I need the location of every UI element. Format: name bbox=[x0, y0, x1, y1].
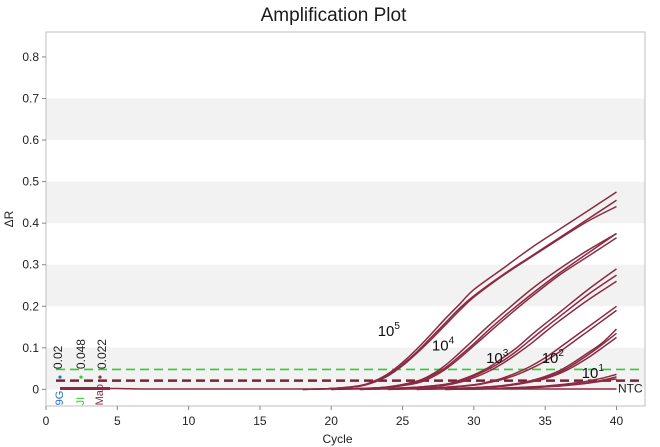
magnitude-label: 103 bbox=[486, 348, 509, 367]
y-axis-label: ΔR bbox=[2, 210, 16, 227]
series-line bbox=[60, 387, 617, 390]
threshold-value: 0.022 bbox=[95, 339, 109, 369]
background-bands bbox=[46, 32, 645, 406]
ntc-label: NTC bbox=[618, 381, 643, 395]
y-tick-label: 0.2 bbox=[22, 299, 39, 313]
x-tick-label: 5 bbox=[114, 414, 121, 428]
magnitude-label: 102 bbox=[542, 348, 565, 367]
threshold-value: 0.048 bbox=[74, 339, 88, 369]
y-tick-label: 0.3 bbox=[22, 258, 39, 272]
magnitude-label: 101 bbox=[582, 363, 605, 382]
background-band bbox=[46, 181, 645, 224]
background-band bbox=[46, 98, 645, 141]
threshold-value: 0.02 bbox=[51, 345, 65, 369]
y-tick-label: 0.1 bbox=[22, 341, 39, 355]
y-tick-label: 0 bbox=[32, 382, 39, 396]
y-tick-label: 0.6 bbox=[22, 133, 39, 147]
x-tick-label: 20 bbox=[325, 414, 339, 428]
x-tick-label: 25 bbox=[396, 414, 410, 428]
series-line bbox=[302, 205, 617, 391]
x-axis-ticks: 0 5 10 15 20 25 30 35 40 bbox=[43, 406, 624, 428]
magnitude-labels: 105 104 103 102 101 bbox=[378, 321, 605, 382]
background-band bbox=[46, 347, 645, 390]
plot-frame bbox=[45, 31, 646, 407]
marker-dot bbox=[58, 375, 62, 379]
legend-marker: JI bbox=[75, 397, 87, 406]
legend-markers: 9G JI Mao bbox=[54, 375, 110, 405]
marker-dot bbox=[98, 375, 102, 379]
x-tick-label: 15 bbox=[253, 414, 267, 428]
legend-marker: 9G bbox=[54, 391, 66, 406]
series-line bbox=[416, 328, 618, 391]
y-tick-label: 0.8 bbox=[22, 50, 39, 64]
x-tick-label: 30 bbox=[467, 414, 481, 428]
x-tick-label: 10 bbox=[182, 414, 196, 428]
y-tick-label: 0.7 bbox=[22, 91, 39, 105]
marker-dot bbox=[79, 375, 83, 379]
magnitude-label: 105 bbox=[378, 321, 401, 340]
y-tick-label: 0.5 bbox=[22, 175, 39, 189]
magnitude-label: 104 bbox=[432, 336, 455, 355]
y-axis-ticks: 0 0.1 0.2 0.3 0.4 0.5 0.6 0.7 0.8 bbox=[22, 50, 46, 396]
y-tick-label: 0.4 bbox=[22, 216, 39, 230]
series-line bbox=[388, 305, 617, 391]
amplification-curves bbox=[60, 191, 618, 391]
x-tick-label: 40 bbox=[610, 414, 624, 428]
series-line bbox=[359, 280, 617, 391]
x-axis-label: Cycle bbox=[322, 432, 352, 446]
chart-title: Amplification Plot bbox=[261, 5, 407, 26]
x-tick-label: 0 bbox=[43, 414, 50, 428]
x-tick-label: 35 bbox=[538, 414, 552, 428]
threshold-annotations: 0.02 0.048 0.022 bbox=[51, 339, 109, 369]
series-line bbox=[331, 237, 617, 391]
